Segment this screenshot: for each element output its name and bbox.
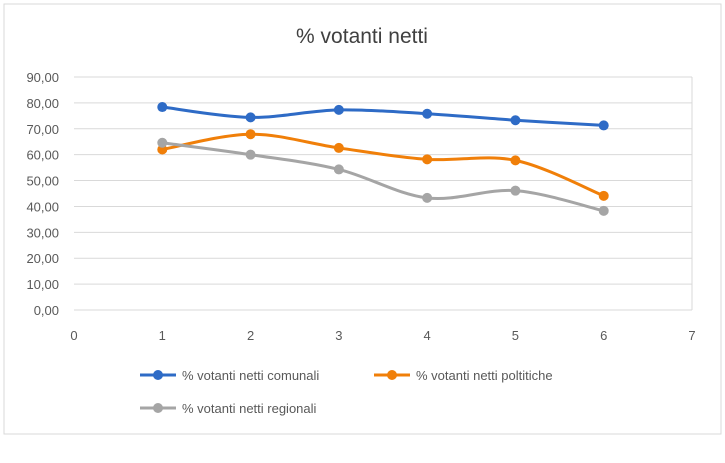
- x-tick-label: 7: [688, 328, 695, 343]
- legend-label: % votanti netti comunali: [182, 368, 319, 383]
- series-1: [157, 102, 609, 131]
- legend: % votanti netti comunali % votanti netti …: [140, 368, 553, 416]
- legend-marker: [153, 403, 163, 413]
- x-tick-label: 1: [159, 328, 166, 343]
- series-3: [157, 137, 609, 216]
- x-tick-label: 2: [247, 328, 254, 343]
- data-point: [510, 115, 521, 126]
- y-tick-label: 60,00: [26, 148, 59, 163]
- x-tick-label: 4: [424, 328, 431, 343]
- data-point: [333, 104, 344, 115]
- data-point: [422, 154, 433, 165]
- y-axis-ticks: 0,00 10,00 20,00 30,00 40,00 50,00 60,00 70,00 8…: [26, 70, 59, 318]
- y-tick-label: 30,00: [26, 225, 59, 240]
- data-point: [157, 137, 168, 148]
- chart-title: % votanti netti: [296, 25, 428, 48]
- y-tick-label: 40,00: [26, 199, 59, 214]
- y-tick-label: 80,00: [26, 96, 59, 111]
- data-point: [598, 190, 609, 201]
- legend-marker: [387, 370, 397, 380]
- x-tick-label: 6: [600, 328, 607, 343]
- series-line: [160, 105, 606, 127]
- data-point: [245, 149, 256, 160]
- series-line: [160, 141, 606, 213]
- y-tick-label: 0,00: [34, 303, 59, 318]
- data-point: [245, 112, 256, 123]
- y-tick-label: 10,00: [26, 277, 59, 292]
- data-point: [245, 129, 256, 140]
- y-tick-label: 20,00: [26, 251, 59, 266]
- data-point: [333, 164, 344, 175]
- legend-marker: [153, 370, 163, 380]
- x-tick-label: 3: [335, 328, 342, 343]
- x-tick-label: 0: [70, 328, 77, 343]
- data-point: [157, 102, 168, 113]
- x-axis-ticks: 0 1 2 3 4 5 6 7: [70, 328, 695, 343]
- y-tick-label: 90,00: [26, 70, 59, 85]
- data-point: [422, 192, 433, 203]
- legend-label: % votanti netti poltitiche: [416, 368, 553, 383]
- legend-label: % votanti netti regionali: [182, 401, 317, 416]
- data-point: [510, 185, 521, 196]
- data-point: [598, 205, 609, 216]
- data-point: [333, 142, 344, 153]
- series-line: [160, 132, 606, 198]
- data-point: [598, 120, 609, 131]
- x-tick-label: 5: [512, 328, 519, 343]
- legend-item: % votanti netti regionali: [140, 401, 317, 416]
- data-point: [422, 108, 433, 119]
- legend-item: % votanti netti comunali: [140, 368, 319, 383]
- y-tick-label: 50,00: [26, 174, 59, 189]
- series-2: [157, 129, 609, 201]
- series-group: [157, 102, 609, 216]
- legend-item: % votanti netti poltitiche: [374, 368, 553, 383]
- data-point: [510, 155, 521, 166]
- chart-border: [3, 3, 722, 435]
- y-tick-label: 70,00: [26, 122, 59, 137]
- gridlines: [74, 76, 693, 311]
